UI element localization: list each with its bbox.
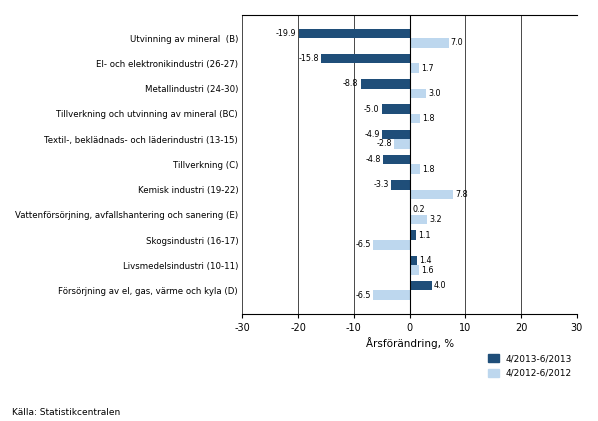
- Text: -19.9: -19.9: [276, 29, 297, 38]
- Text: 0.2: 0.2: [413, 205, 426, 214]
- Bar: [394, 139, 410, 149]
- Text: 3.0: 3.0: [429, 89, 441, 98]
- Text: -2.8: -2.8: [376, 139, 392, 148]
- Bar: [410, 38, 448, 48]
- Bar: [410, 114, 420, 123]
- Legend: 4/2013-6/2013, 4/2012-6/2012: 4/2013-6/2013, 4/2012-6/2012: [488, 354, 572, 378]
- Bar: [410, 205, 411, 215]
- Text: -4.8: -4.8: [365, 155, 380, 164]
- Text: -6.5: -6.5: [356, 240, 371, 249]
- Text: 1.4: 1.4: [420, 256, 432, 265]
- Text: -4.9: -4.9: [365, 130, 380, 139]
- Bar: [391, 180, 410, 189]
- Bar: [410, 64, 419, 73]
- Text: 1.8: 1.8: [422, 114, 434, 123]
- Bar: [410, 265, 419, 275]
- Bar: [410, 256, 417, 265]
- Text: 7.8: 7.8: [455, 190, 468, 199]
- Bar: [410, 230, 416, 240]
- Bar: [410, 164, 420, 174]
- Bar: [322, 54, 410, 64]
- Bar: [382, 104, 410, 114]
- Text: 1.7: 1.7: [422, 64, 434, 73]
- Text: 3.2: 3.2: [429, 215, 443, 224]
- X-axis label: Årsförändring, %: Årsförändring, %: [365, 337, 454, 349]
- Text: 1.6: 1.6: [421, 266, 433, 274]
- Text: -6.5: -6.5: [356, 291, 371, 300]
- Bar: [298, 29, 410, 38]
- Text: -3.3: -3.3: [374, 180, 389, 189]
- Text: 4.0: 4.0: [434, 281, 447, 290]
- Bar: [383, 155, 410, 164]
- Bar: [382, 130, 410, 139]
- Text: 1.8: 1.8: [422, 165, 434, 173]
- Text: -5.0: -5.0: [364, 104, 380, 114]
- Bar: [361, 79, 410, 89]
- Text: -15.8: -15.8: [299, 54, 319, 63]
- Bar: [410, 189, 453, 199]
- Bar: [410, 89, 426, 98]
- Bar: [373, 290, 410, 300]
- Bar: [410, 215, 428, 224]
- Bar: [410, 281, 432, 290]
- Text: -8.8: -8.8: [343, 79, 358, 88]
- Bar: [373, 240, 410, 250]
- Text: 1.1: 1.1: [418, 231, 431, 240]
- Text: 7.0: 7.0: [451, 38, 463, 48]
- Text: Källa: Statistikcentralen: Källa: Statistikcentralen: [12, 408, 120, 417]
